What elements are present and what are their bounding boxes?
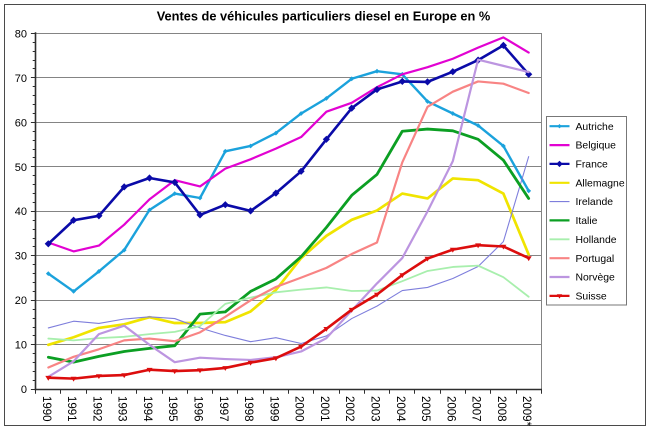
- svg-text:2000: 2000: [293, 396, 305, 422]
- svg-text:1995: 1995: [166, 396, 178, 422]
- svg-text:2005: 2005: [419, 396, 431, 422]
- svg-text:20: 20: [15, 295, 27, 307]
- svg-text:Allemagne: Allemagne: [576, 178, 625, 189]
- svg-text:2001: 2001: [318, 396, 330, 422]
- svg-text:1992: 1992: [90, 396, 102, 422]
- svg-text:1998: 1998: [242, 396, 254, 422]
- svg-text:Belgique: Belgique: [576, 141, 617, 152]
- svg-text:50: 50: [15, 162, 27, 174]
- svg-text:France: France: [576, 160, 609, 171]
- svg-text:0: 0: [21, 384, 27, 396]
- svg-text:1996: 1996: [192, 396, 204, 422]
- svg-text:30: 30: [15, 251, 27, 263]
- svg-text:Portugal: Portugal: [576, 254, 615, 265]
- svg-text:1993: 1993: [116, 396, 128, 422]
- svg-text:Irelande: Irelande: [576, 197, 614, 208]
- svg-text:1994: 1994: [141, 396, 153, 422]
- svg-text:2002: 2002: [343, 396, 355, 422]
- svg-text:Italie: Italie: [576, 216, 598, 227]
- svg-text:1990: 1990: [40, 396, 52, 422]
- svg-text:60: 60: [15, 117, 27, 129]
- svg-text:80: 80: [15, 28, 27, 40]
- svg-text:1997: 1997: [217, 396, 229, 422]
- svg-text:Ventes de véhicules particulie: Ventes de véhicules particuliers diesel …: [157, 9, 491, 24]
- svg-text:1999: 1999: [267, 396, 279, 422]
- svg-text:70: 70: [15, 73, 27, 85]
- svg-text:10: 10: [15, 340, 27, 352]
- svg-text:2009*: 2009*: [520, 396, 532, 427]
- svg-text:Norvège: Norvège: [576, 273, 615, 284]
- svg-text:40: 40: [15, 206, 27, 218]
- svg-text:2006: 2006: [444, 396, 456, 422]
- svg-text:Hollande: Hollande: [576, 235, 617, 246]
- svg-text:2003: 2003: [368, 396, 380, 422]
- svg-text:Autriche: Autriche: [576, 122, 614, 133]
- svg-text:2008: 2008: [495, 396, 507, 422]
- svg-text:1991: 1991: [65, 396, 77, 422]
- svg-text:2004: 2004: [394, 396, 406, 422]
- svg-text:Suisse: Suisse: [576, 292, 607, 303]
- svg-text:2007: 2007: [470, 396, 482, 422]
